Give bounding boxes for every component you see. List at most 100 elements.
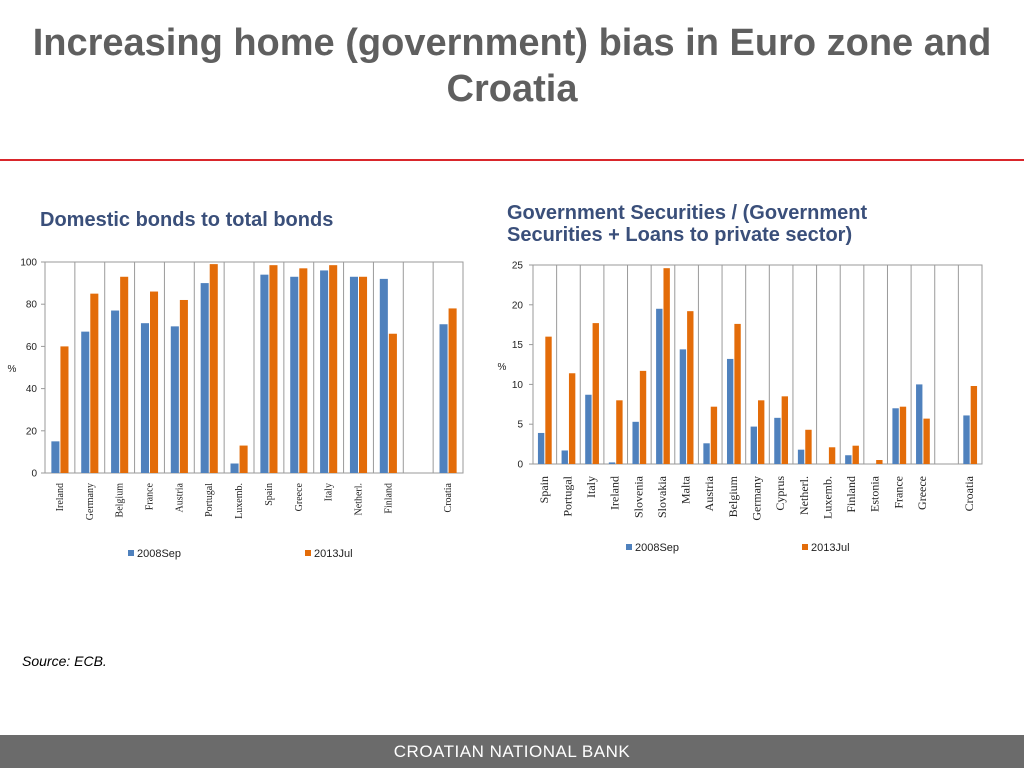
left-bar-2008sep xyxy=(260,274,269,473)
right-bar-2008sep xyxy=(797,449,805,464)
right-legend-2013jul-swatch xyxy=(802,544,808,550)
right-category-label: France xyxy=(891,476,905,509)
right-bar-2013jul xyxy=(805,429,812,464)
right-bar-2013jul xyxy=(758,400,765,464)
left-y-tick-label: 100 xyxy=(20,258,37,269)
left-category-label: Luxemb. xyxy=(234,483,245,519)
left-category-label: Greece xyxy=(294,482,305,511)
left-bar-2013jul xyxy=(150,291,159,473)
right-legend-2008sep-swatch xyxy=(626,544,632,550)
right-bar-2013jul xyxy=(923,418,930,464)
left-bar-2008sep xyxy=(51,441,60,473)
right-category-label: Belgium xyxy=(726,475,740,517)
left-category-label: Finland xyxy=(383,483,394,514)
left-category-label: Germany xyxy=(85,483,96,520)
left-category-label: France xyxy=(145,482,156,510)
left-bar-2008sep xyxy=(230,463,239,473)
left-bar-2013jul xyxy=(448,308,457,473)
right-plot-frame xyxy=(532,264,983,465)
right-bar-2013jul xyxy=(734,323,741,464)
left-bar-2008sep xyxy=(320,270,329,473)
left-bar-2008sep xyxy=(349,276,358,473)
right-chart-title: Government Securities / (Government Secu… xyxy=(507,202,868,246)
left-y-tick-label: 80 xyxy=(26,300,38,311)
right-bar-2008sep xyxy=(774,417,781,464)
right-bar-2008sep xyxy=(585,394,592,464)
right-category-label: Luxemb. xyxy=(820,476,834,519)
right-category-label: Greece xyxy=(915,476,929,510)
right-bar-2013jul xyxy=(687,311,694,464)
right-bar-2008sep xyxy=(726,358,734,464)
right-bar-2008sep xyxy=(608,462,616,464)
right-bar-2013jul xyxy=(781,396,789,464)
right-bar-2008sep xyxy=(679,349,687,464)
left-bar-2008sep xyxy=(290,276,299,473)
right-category-label: Cyprus xyxy=(773,476,787,511)
right-bar-2013jul xyxy=(568,373,576,464)
source-note: Source: ECB. xyxy=(22,653,107,669)
right-bar-2013jul xyxy=(710,406,718,464)
left-bar-2013jul xyxy=(60,346,69,473)
right-bar-2013jul xyxy=(899,406,907,464)
right-category-label: Croatia xyxy=(962,475,976,511)
slide-title: Increasing home (government) bias in Eur… xyxy=(32,22,992,110)
right-y-tick-label: 15 xyxy=(512,340,524,351)
left-y-axis-label: % xyxy=(8,364,17,375)
right-category-label: Slovenia xyxy=(631,475,645,518)
left-bar-2008sep xyxy=(170,326,179,473)
right-bar-2008sep xyxy=(632,421,639,464)
right-category-label: Portugal xyxy=(560,475,574,516)
right-bar-2013jul xyxy=(663,268,670,464)
right-category-label: Slovakia xyxy=(655,475,669,518)
left-legend-2008sep: 2008Sep xyxy=(137,548,181,560)
right-legend-2008sep: 2008Sep xyxy=(635,542,679,554)
left-bar-2013jul xyxy=(299,268,308,473)
right-category-label: Netherl. xyxy=(797,476,811,515)
left-bar-2013jul xyxy=(269,265,278,473)
left-category-label: Portugal xyxy=(204,483,215,517)
left-bar-2008sep xyxy=(379,278,388,473)
left-category-label: Croatia xyxy=(443,482,454,512)
right-y-tick-label: 10 xyxy=(512,380,524,391)
left-bar-2013jul xyxy=(359,276,368,473)
right-bar-2008sep xyxy=(750,426,757,464)
right-category-label: Austria xyxy=(702,475,716,511)
right-category-label: Italy xyxy=(584,476,598,498)
right-y-tick-label: 5 xyxy=(517,420,523,431)
left-bar-2008sep xyxy=(439,324,448,473)
left-bar-2008sep xyxy=(140,323,149,473)
footer-text: CROATIAN NATIONAL BANK xyxy=(393,742,631,761)
left-chart: 0 20 40 60 80 100% Ireland Germany Belgium France… xyxy=(8,258,464,560)
right-category-label: Malta xyxy=(679,475,693,504)
left-category-label: Italy xyxy=(324,483,335,501)
footer-bar: CROATIAN NATIONAL BANK xyxy=(0,735,1024,768)
right-category-label: Finland xyxy=(844,476,858,513)
right-y-tick-label: 25 xyxy=(512,261,524,272)
right-bar-2008sep xyxy=(537,432,545,464)
right-y-axis-label: % xyxy=(498,362,507,373)
left-category-label: Netherl. xyxy=(354,483,365,516)
left-y-tick-label: 40 xyxy=(26,384,38,395)
left-category-label: Spain xyxy=(264,483,275,506)
right-bar-2013jul xyxy=(545,336,552,464)
right-bar-2013jul xyxy=(828,447,836,464)
right-category-label: Ireland xyxy=(608,476,622,510)
right-category-label: Spain xyxy=(537,476,551,503)
left-y-tick-label: 20 xyxy=(26,426,38,437)
right-bar-2013jul xyxy=(876,460,883,464)
left-bar-2008sep xyxy=(200,283,209,473)
left-category-label: Austria xyxy=(174,482,185,512)
right-bar-2008sep xyxy=(845,455,852,464)
right-y-tick-label: 20 xyxy=(512,300,524,311)
left-chart-title: Domestic bonds to total bonds xyxy=(40,209,334,231)
right-bar-2013jul xyxy=(592,323,599,464)
left-y-tick-label: 0 xyxy=(31,469,37,480)
left-legend-2013jul-swatch xyxy=(305,550,311,556)
right-bar-2008sep xyxy=(561,450,568,464)
left-bar-2013jul xyxy=(120,276,129,473)
right-bar-2013jul xyxy=(639,370,647,464)
left-bar-2013jul xyxy=(90,293,99,473)
right-category-label: Estonia xyxy=(868,475,882,512)
right-bar-2008sep xyxy=(963,415,970,464)
left-bar-2013jul xyxy=(239,445,248,473)
